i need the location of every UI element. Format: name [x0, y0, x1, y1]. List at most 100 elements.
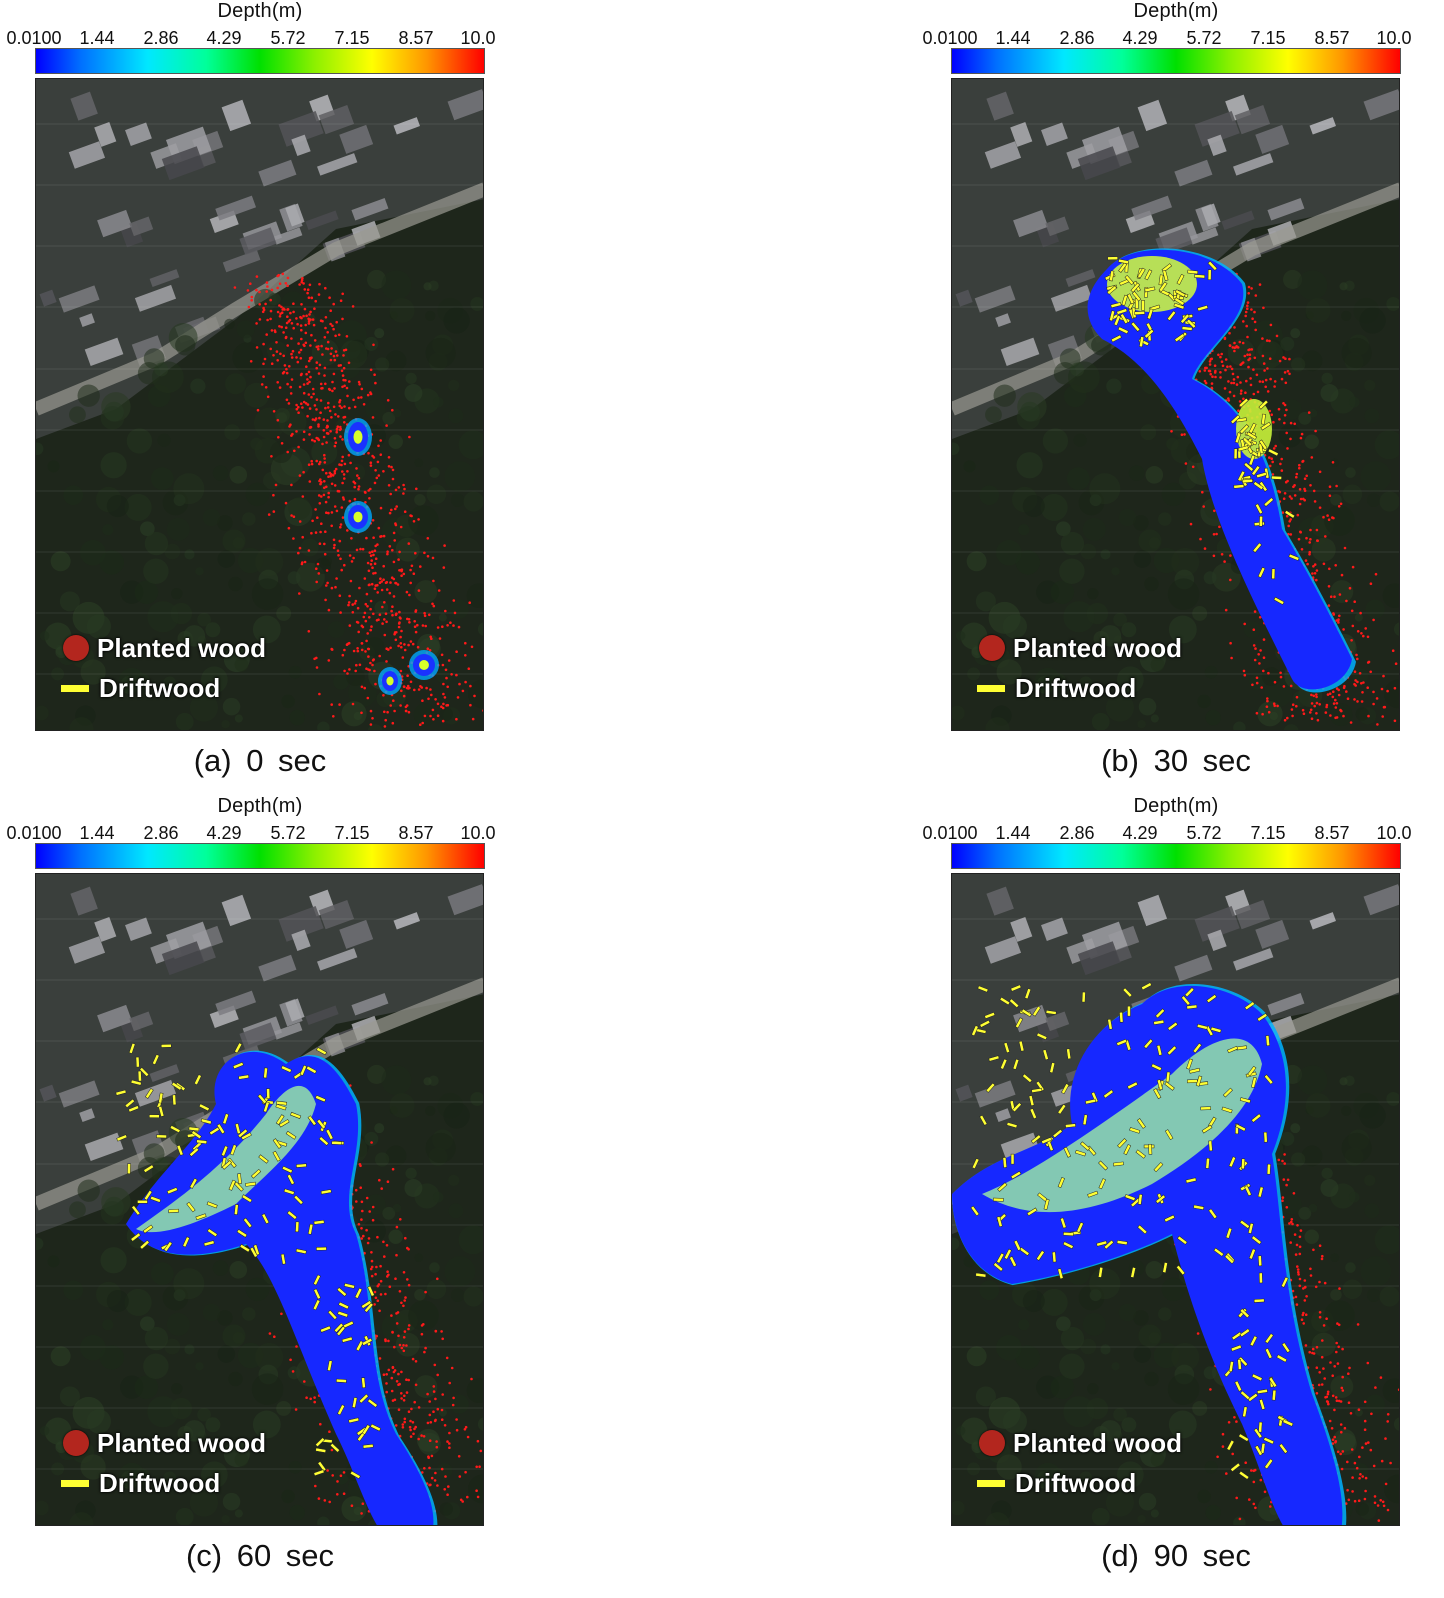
grid-lines [952, 123, 1399, 675]
building [1174, 954, 1213, 982]
driftwood-piece [320, 1189, 332, 1195]
driftwood-piece [360, 1300, 372, 1309]
planted-wood-point [394, 638, 398, 642]
planted-wood-point [1220, 553, 1224, 556]
satellite-map: Planted wood Driftwood [35, 78, 484, 731]
building [1363, 884, 1399, 916]
building [995, 313, 1011, 327]
planted-wood-point [306, 403, 310, 406]
planted-wood-point [431, 708, 435, 712]
driftwood-piece [1230, 414, 1241, 425]
tree-canopy [1255, 340, 1284, 369]
planted-wood-point [1339, 502, 1343, 506]
planted-wood-point [387, 465, 391, 468]
planted-wood-point [1315, 569, 1319, 572]
planted-wood-point [1239, 363, 1242, 367]
building [79, 313, 95, 327]
planted-wood-point [391, 548, 394, 552]
driftwood-piece [130, 1232, 141, 1242]
planted-wood-point [389, 704, 393, 707]
tree-canopy [1171, 547, 1200, 577]
planted-wood-point [1247, 292, 1250, 295]
tree-canopy [1354, 1408, 1363, 1417]
planted-wood-point [1382, 705, 1386, 709]
driftwood-piece [139, 1067, 150, 1077]
planted-wood-point [400, 1370, 403, 1374]
planted-wood-point [1338, 614, 1341, 618]
planted-wood-point [1230, 656, 1233, 660]
tree-canopy [77, 384, 100, 407]
planted-wood-point [394, 581, 397, 585]
planted-wood-point [399, 525, 403, 529]
planted-wood-point [267, 513, 271, 516]
planted-wood-point [1336, 1362, 1340, 1365]
tree-canopy [317, 721, 330, 730]
tree-canopy [1080, 1338, 1097, 1355]
tree-canopy [466, 583, 483, 609]
planted-wood-point [281, 272, 285, 276]
driftwood-piece [1237, 470, 1246, 482]
planted-wood-point [1345, 690, 1348, 693]
tree-canopy [1148, 536, 1161, 549]
planted-wood-point [276, 381, 279, 384]
planted-wood-point [1335, 702, 1339, 705]
driftwood-piece [306, 1065, 317, 1074]
planted-wood-point [370, 582, 374, 586]
tree-canopy [144, 531, 169, 556]
planted-wood-point [407, 1324, 411, 1327]
planted-wood-point [466, 1435, 470, 1439]
planted-wood-point [332, 715, 335, 718]
tree-canopy [1290, 357, 1306, 372]
planted-wood-point [274, 483, 278, 487]
planted-wood-point [282, 354, 285, 358]
tree-canopy [1243, 621, 1261, 638]
tree-canopy [147, 601, 179, 633]
planted-wood-point [373, 1290, 377, 1294]
planted-wood-point [1180, 433, 1184, 437]
building [1131, 195, 1173, 221]
planted-wood-point [318, 282, 321, 286]
planted-wood-point [395, 1322, 399, 1325]
planted-wood-point [332, 538, 336, 542]
planted-wood-point [1286, 1178, 1290, 1182]
tree-canopy [1321, 372, 1333, 385]
planted-wood-point [414, 1360, 418, 1363]
planted-wood-point [1252, 628, 1256, 631]
planted-wood-point [1270, 457, 1273, 461]
planted-wood-point [333, 358, 337, 362]
satellite-map: Planted wood Driftwood [951, 873, 1400, 1526]
planted-wood-point [385, 1382, 388, 1385]
planted-wood-point [1298, 1235, 1302, 1239]
planted-wood-point [1250, 1469, 1253, 1472]
planted-wood-point [1299, 531, 1302, 534]
planted-wood-point [1373, 1501, 1377, 1505]
tree-canopy [144, 1326, 169, 1351]
tree-canopy [463, 491, 483, 512]
planted-wood-point [1366, 686, 1369, 689]
tree-canopy [317, 1516, 330, 1525]
planted-wood-point [331, 1474, 335, 1477]
planted-wood-point [414, 610, 418, 613]
tree-canopy [477, 1417, 483, 1431]
planted-wood-point [382, 534, 386, 538]
tree-canopy [1118, 1303, 1137, 1322]
planted-wood-point [408, 621, 411, 624]
planted-wood-point [417, 1406, 421, 1409]
legend-driftwood: Driftwood [61, 668, 266, 708]
planted-wood-point [370, 1259, 374, 1263]
tree-canopy [200, 666, 228, 694]
tree-canopy [408, 1300, 439, 1331]
planted-wood-point [1354, 684, 1357, 687]
planted-wood-point [476, 1439, 480, 1443]
planted-wood-point [295, 430, 298, 433]
planted-wood-point [1340, 1430, 1343, 1434]
tree-canopy [154, 362, 169, 377]
tree-canopy [365, 1194, 386, 1215]
planted-wood-point [1279, 671, 1282, 675]
planted-wood-point [1391, 649, 1395, 652]
planted-wood-point [317, 1497, 321, 1500]
building [1050, 284, 1093, 312]
planted-wood-point [304, 341, 308, 345]
planted-wood-point [369, 607, 372, 611]
planted-wood-point [362, 615, 366, 619]
